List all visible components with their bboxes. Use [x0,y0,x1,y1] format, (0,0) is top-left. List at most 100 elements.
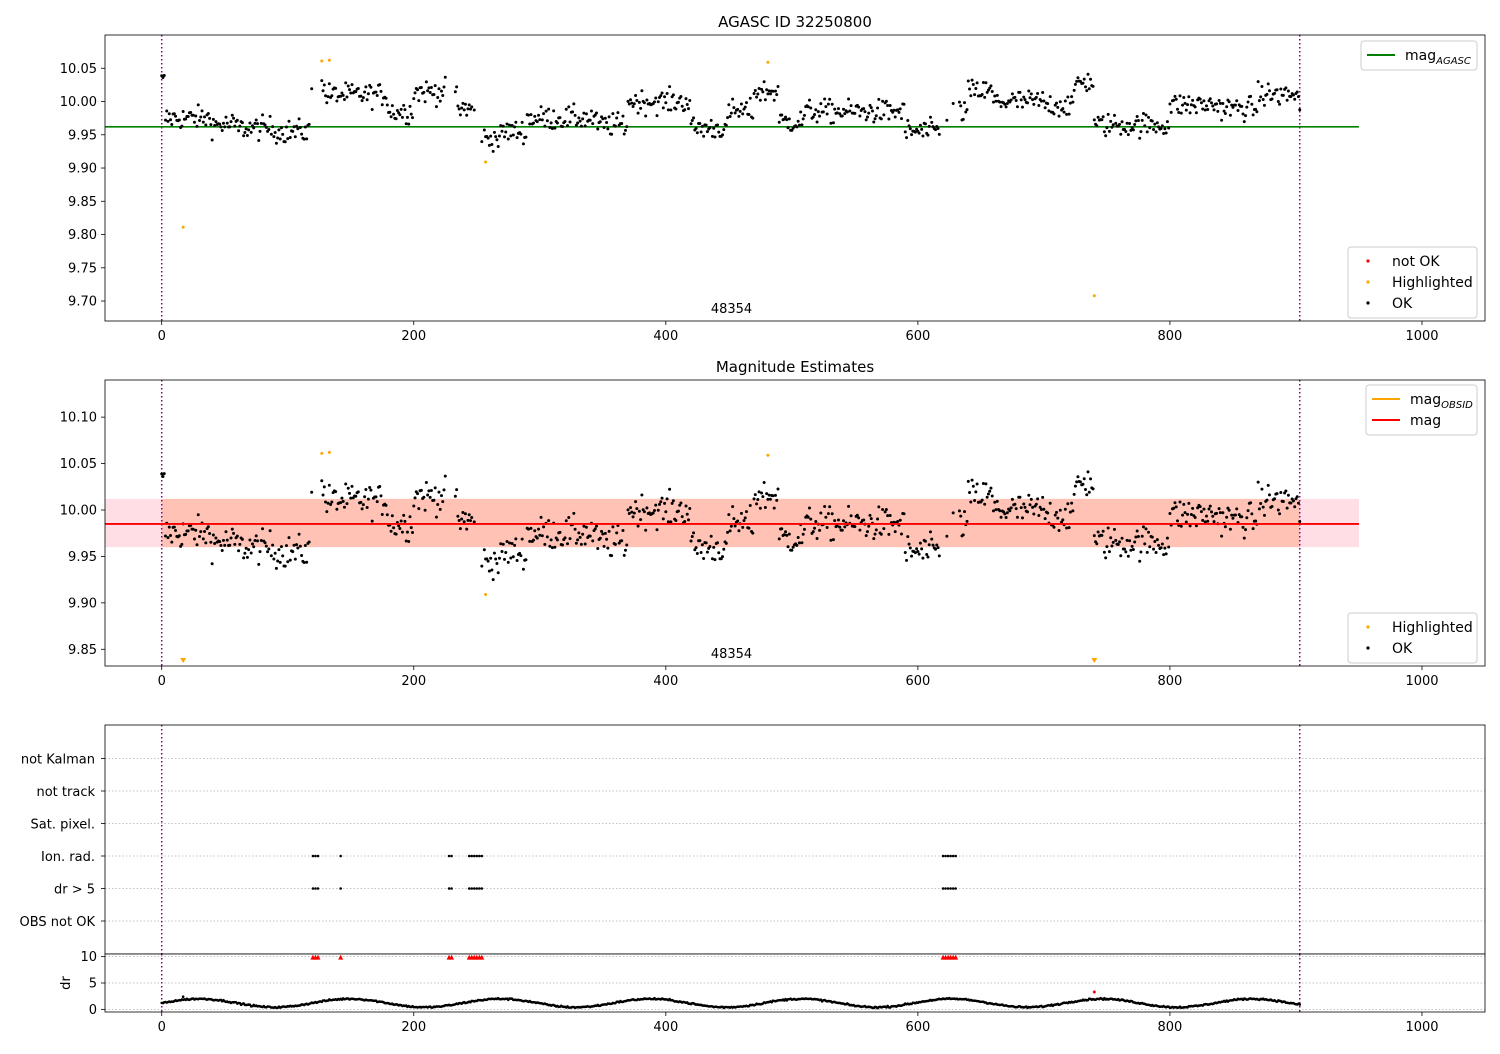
ok-point [700,543,704,547]
ok-point [243,551,247,555]
ok-point [413,496,417,500]
ok-point [199,115,203,119]
ok-point [634,94,638,98]
ok-point [220,549,224,553]
ok-point [655,528,659,532]
ok-point [1189,103,1193,107]
ok-point [409,526,413,530]
ok-point [1145,130,1149,134]
ok-point [345,95,349,99]
ok-point [722,547,726,551]
ok-point [521,567,525,571]
ok-point [572,511,576,515]
ok-point [1081,81,1085,85]
ok-point [1223,525,1227,529]
ok-point [1242,120,1246,124]
ok-point [857,105,861,109]
ok-point [1013,502,1017,506]
ok-point [907,124,911,128]
ok-point [1009,98,1013,102]
ok-point [1112,527,1116,531]
ok-point [218,122,222,126]
ok-point [829,121,833,125]
x-tick-label: 600 [905,329,930,344]
ok-point [600,529,604,533]
ok-point [513,125,517,129]
ok-point [830,512,834,516]
ok-point [709,118,713,122]
ok-point [335,99,339,103]
ok-point [1246,100,1250,104]
ok-point [637,509,641,513]
ok-point [814,520,818,524]
ok-point [374,90,378,94]
ok-point [620,539,624,543]
ok-point [961,117,965,121]
ok-point [405,115,409,119]
ok-point [785,118,789,122]
ok-point [1032,512,1036,516]
ok-point [341,93,345,97]
ok-point [1233,513,1237,517]
ok-point [487,143,491,147]
ok-point [797,541,801,545]
ok-point [1027,493,1031,497]
ok-point [550,126,554,130]
ok-point [627,511,631,515]
ok-point [229,120,233,124]
ok-point [704,541,708,545]
ok-point [303,125,307,129]
ok-point [934,547,938,551]
ok-point [715,123,719,127]
ok-point [563,119,567,123]
ok-point [286,560,290,564]
ok-point [582,111,586,115]
ok-point [407,122,411,126]
ok-point [341,499,345,503]
flag-point [339,887,342,890]
ok-point [291,129,295,133]
ok-point [1023,505,1027,509]
ok-point [286,137,290,141]
highlighted-point [1092,294,1096,298]
ok-point [1019,98,1023,102]
ok-point [244,546,248,550]
legend-box [1365,384,1478,436]
ok-point [417,99,421,103]
ok-point [293,557,297,561]
ok-point [824,105,828,109]
ok-point [307,540,311,544]
ok-point [1076,76,1080,80]
ok-point [689,539,693,543]
ok-point [233,542,237,546]
ok-point [921,134,925,138]
ok-point [366,497,370,501]
ok-point [433,84,437,88]
ok-point [1071,100,1075,104]
ok-point [1145,550,1149,554]
ok-point [354,90,358,94]
ok-point [549,121,553,125]
ok-point [455,85,459,89]
ok-point [981,81,985,85]
ok-point [961,533,965,537]
ok-point [1278,102,1282,106]
ok-point [518,551,522,555]
ok-point [370,107,374,111]
ok-point [1140,534,1144,538]
ok-point [751,116,755,120]
ok-point [843,525,847,529]
ok-point [1230,103,1234,107]
ok-point [1257,507,1261,511]
ok-point [655,114,659,118]
ok-point [993,500,997,504]
flag-point [954,854,957,858]
ok-point [1266,483,1270,487]
ok-point [1164,552,1168,556]
ok-point [560,543,564,547]
ok-point [951,102,955,106]
ok-point [366,92,370,96]
ok-point [340,91,344,95]
legend-marker-swatch [1366,280,1370,284]
